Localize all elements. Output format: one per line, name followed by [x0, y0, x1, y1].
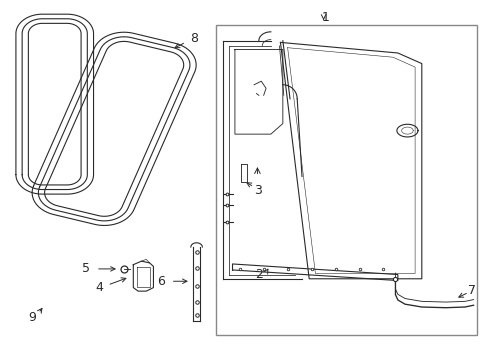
Text: 2: 2 — [254, 268, 262, 281]
Text: 5: 5 — [82, 262, 90, 275]
Bar — [215, 25, 476, 335]
Text: 8: 8 — [190, 32, 198, 45]
Text: 1: 1 — [322, 11, 329, 24]
Text: 3: 3 — [253, 184, 261, 197]
Text: 7: 7 — [467, 284, 475, 297]
Text: 4: 4 — [96, 281, 103, 294]
Text: 6: 6 — [156, 275, 164, 288]
Polygon shape — [133, 261, 153, 291]
Text: 9: 9 — [29, 311, 37, 324]
Polygon shape — [280, 42, 421, 279]
